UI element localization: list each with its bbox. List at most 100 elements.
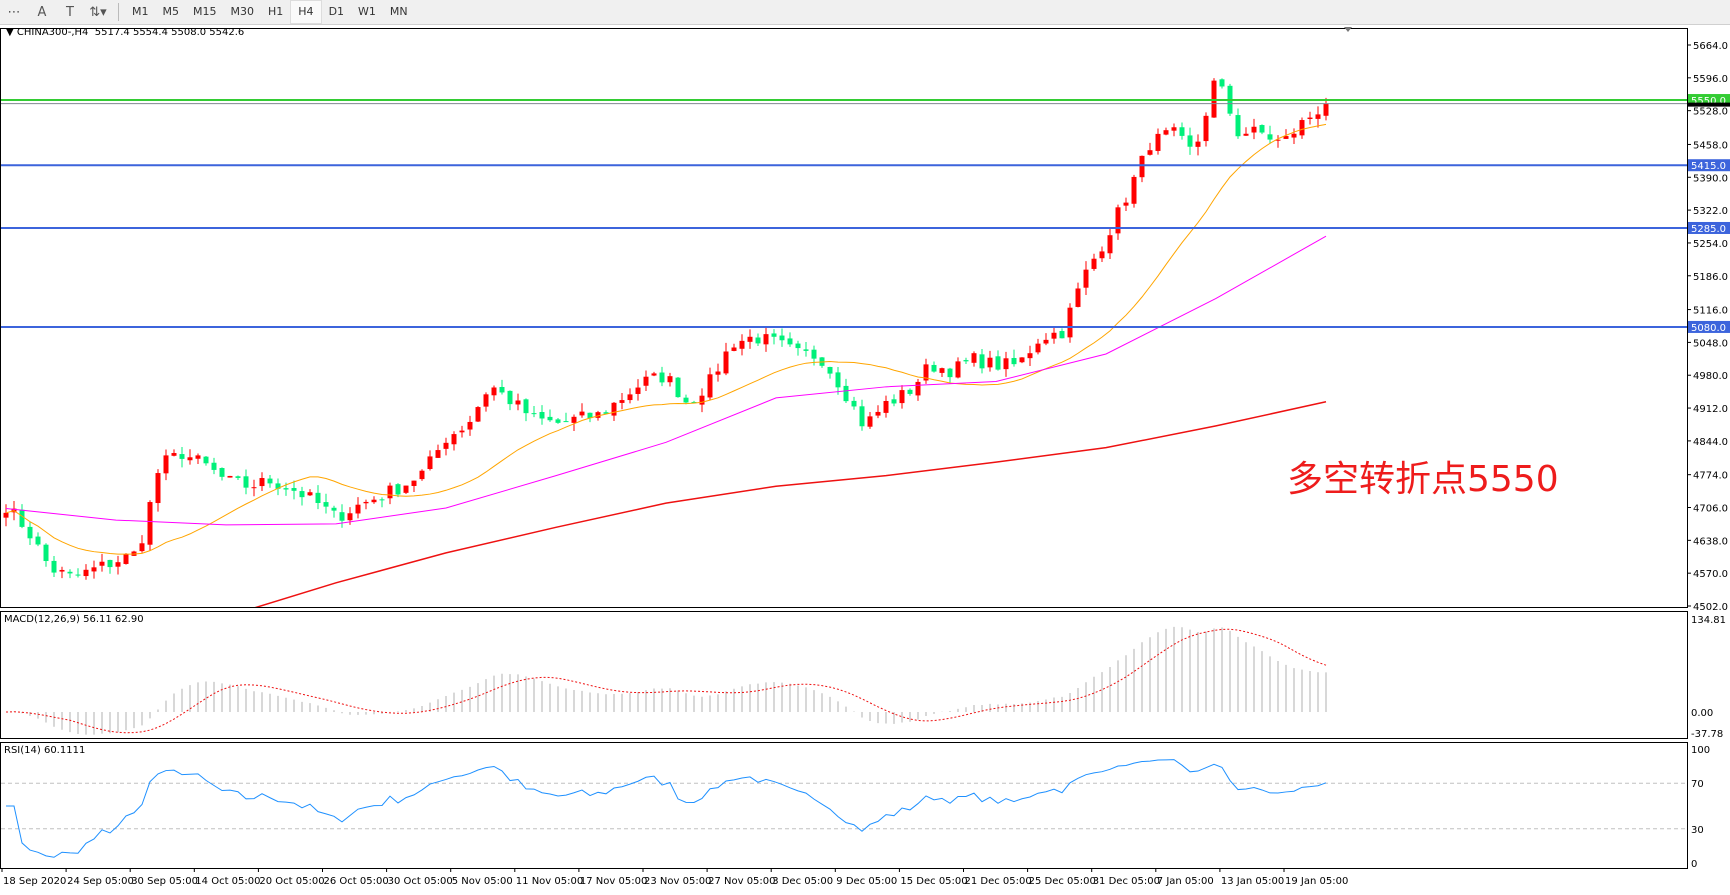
y-tick-label: 5458.0	[1693, 140, 1728, 151]
candle-body	[147, 502, 153, 545]
candle-body	[995, 356, 1001, 370]
y-tick-label: 5254.0	[1693, 239, 1728, 250]
x-tick-label: 17 Nov 05:00	[580, 876, 647, 887]
candle-body	[451, 434, 457, 445]
x-tick-label: 26 Oct 05:00	[324, 876, 389, 887]
candle-body	[1267, 134, 1273, 140]
timeframe-w1[interactable]: W1	[358, 5, 376, 18]
collapse-triangle-icon[interactable]: ▼	[6, 27, 14, 38]
candle-body	[1107, 235, 1113, 254]
candle-body	[107, 559, 113, 568]
candle-body	[803, 349, 809, 351]
candle-body	[675, 377, 681, 398]
x-tick-label: 31 Dec 05:00	[1093, 876, 1160, 887]
candle-body	[1243, 133, 1249, 136]
candle-body	[827, 366, 833, 374]
y-tick-label: 4980.0	[1693, 371, 1728, 382]
arrows-icon[interactable]: ⇅▾	[89, 4, 107, 20]
candle-body	[403, 485, 409, 493]
candle-body	[1315, 114, 1321, 119]
price-tag-bg	[1688, 221, 1730, 234]
candle-body	[203, 456, 209, 464]
candle-body	[715, 371, 721, 375]
x-tick-label: 21 Dec 05:00	[965, 876, 1032, 887]
period-separator-icon[interactable]: ⋯	[7, 4, 21, 20]
candle-body	[243, 476, 249, 488]
timeframe-h1[interactable]: H1	[268, 5, 284, 18]
timeframe-d1[interactable]: D1	[328, 5, 345, 18]
timeframe-m15[interactable]: M15	[193, 5, 217, 18]
ma-mid-line	[5, 235, 1327, 526]
price-tag-label: 5285.0	[1691, 224, 1726, 235]
candle-body	[323, 502, 329, 507]
text-icon[interactable]: A	[37, 4, 47, 20]
candle-body	[899, 390, 905, 404]
annotation-text: 多空转折点5550	[1287, 459, 1559, 500]
candle-body	[795, 343, 801, 349]
candle-body	[1003, 358, 1009, 370]
candle-body	[651, 373, 657, 376]
current-price-tag	[1688, 102, 1730, 107]
candle-body	[1083, 269, 1089, 288]
candle-body	[635, 387, 641, 394]
candle-body	[395, 484, 401, 495]
y-tick-label: 5048.0	[1693, 338, 1728, 349]
candle-body	[627, 394, 633, 401]
candle-body	[75, 574, 81, 576]
candle-body	[947, 368, 953, 378]
x-tick-label: 18 Sep 2020	[3, 876, 66, 887]
candle-body	[251, 487, 257, 489]
candle-body	[763, 334, 769, 345]
candle-body	[963, 360, 969, 362]
price-tag-label: 5550.0	[1691, 96, 1726, 107]
candle-body	[955, 361, 961, 378]
candle-body	[667, 376, 673, 383]
timeframe-m1[interactable]: M1	[132, 5, 149, 18]
candle-body	[459, 430, 465, 433]
candle-body	[523, 399, 529, 414]
candle-body	[659, 372, 665, 383]
candle-body	[219, 468, 225, 477]
price-tag-bg	[1688, 320, 1730, 333]
timeframe-h4[interactable]: H4	[290, 0, 322, 24]
y-tick-label: 4570.0	[1693, 569, 1728, 580]
timeframe-m30[interactable]: M30	[230, 5, 255, 18]
x-tick-label: 11 Nov 05:00	[516, 876, 583, 887]
candle-body	[731, 347, 737, 351]
candle-body	[211, 462, 217, 470]
rsi-tick-label: 0	[1691, 859, 1697, 870]
candle-body	[891, 399, 897, 404]
y-tick-label: 4774.0	[1693, 471, 1728, 482]
rsi-tick-label: 100	[1691, 745, 1710, 756]
x-tick-label: 13 Jan 05:00	[1221, 876, 1284, 887]
candle-body	[555, 419, 561, 423]
x-tick-label: 23 Nov 05:00	[644, 876, 711, 887]
candle-body	[531, 413, 537, 415]
candle-body	[755, 337, 761, 344]
text-label-icon[interactable]: T	[66, 4, 74, 20]
x-tick-label: 14 Oct 05:00	[195, 876, 260, 887]
candle-body	[379, 499, 385, 501]
candle-body	[419, 470, 425, 480]
timeframe-m5[interactable]: M5	[162, 5, 180, 18]
candle-body	[931, 364, 937, 372]
candle-body	[387, 485, 393, 499]
x-tick-label: 24 Sep 05:00	[67, 876, 134, 887]
candle-body	[171, 453, 177, 456]
candle-body	[1163, 130, 1169, 135]
candle-body	[227, 475, 233, 478]
timeframe-mn[interactable]: MN	[389, 5, 408, 18]
macd-tick-label: 134.81	[1691, 615, 1726, 626]
candle-body	[1291, 133, 1297, 138]
macd-label: MACD(12,26,9) 56.11 62.90	[4, 614, 144, 625]
candle-body	[923, 364, 929, 381]
y-tick-label: 5322.0	[1693, 206, 1728, 217]
x-tick-label: 30 Sep 05:00	[131, 876, 198, 887]
candle-body	[35, 536, 41, 545]
main-pane-frame	[0, 28, 1688, 608]
candle-body	[595, 412, 601, 418]
candle-body	[187, 457, 193, 461]
candle-body	[571, 416, 577, 423]
y-tick-label: 4844.0	[1693, 437, 1728, 448]
